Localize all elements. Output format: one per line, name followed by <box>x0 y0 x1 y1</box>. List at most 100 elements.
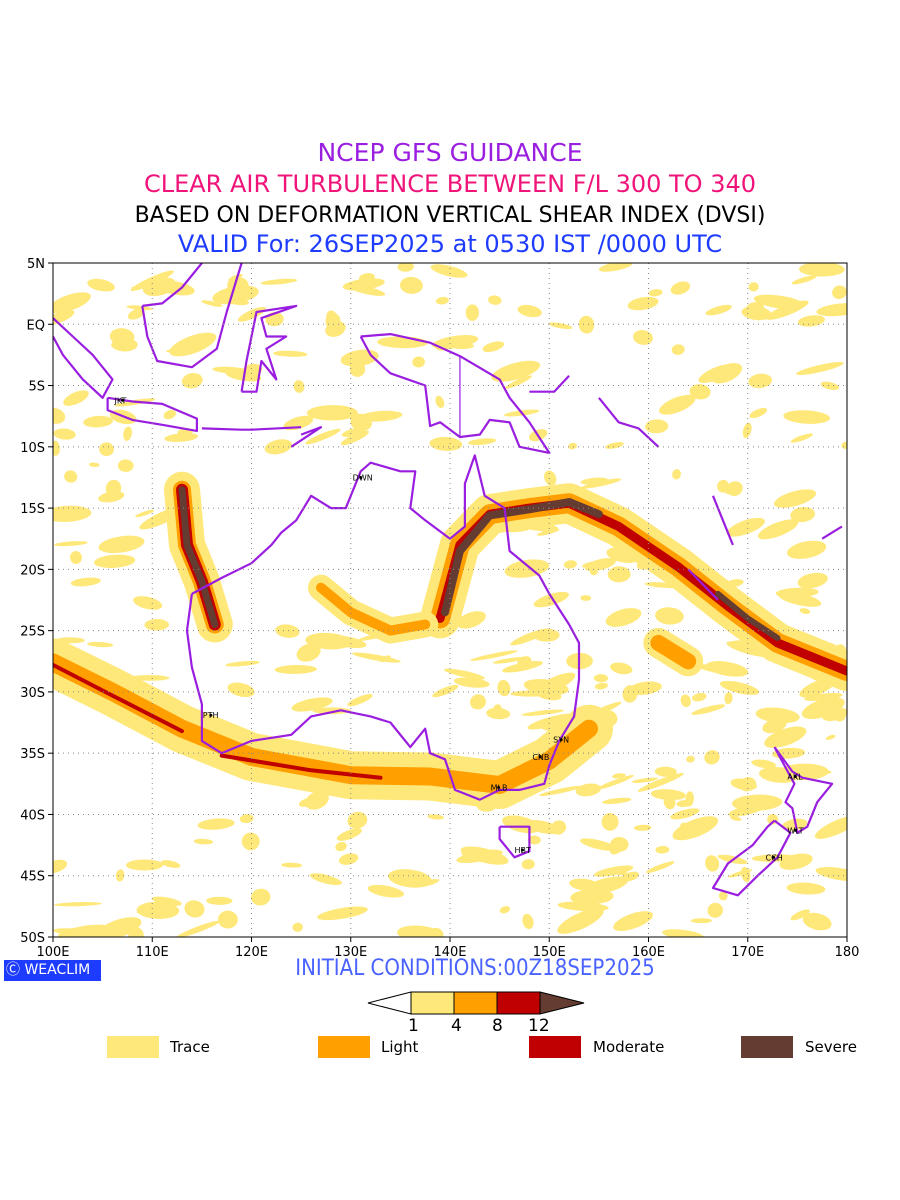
trace-area <box>193 838 214 845</box>
lat-tick-label: 40S <box>20 808 45 823</box>
trace-area <box>87 641 114 648</box>
trace-area <box>527 835 541 845</box>
coastline-fiji <box>821 525 843 540</box>
trace-area <box>305 428 341 445</box>
trace-area <box>53 859 68 874</box>
trace-area <box>428 927 444 937</box>
trace-area <box>742 422 752 439</box>
trace-area <box>335 841 347 852</box>
trace-area <box>790 433 813 443</box>
trace-area <box>655 607 684 625</box>
lat-tick-label: 25S <box>20 625 45 640</box>
trace-area <box>535 689 562 701</box>
trace-area <box>57 924 109 937</box>
lat-tick-label: 20S <box>20 563 45 578</box>
lon-tick-label: 180 <box>835 945 860 960</box>
trace-area <box>533 591 569 608</box>
trace-area <box>305 790 329 810</box>
trace-area <box>645 861 675 874</box>
coastline-sulawesi <box>240 304 298 393</box>
city-label-dwn: DWN <box>353 473 373 482</box>
southern-jet-west-moderate <box>53 662 184 734</box>
title-cat: CLEAR AIR TURBULENCE BETWEEN F/L 300 TO … <box>143 170 757 198</box>
trace-area <box>387 869 432 888</box>
lat-tick-label: 5S <box>28 380 45 395</box>
trace-area <box>273 350 308 357</box>
city-label-hbt: HBT <box>514 846 531 855</box>
trace-area <box>786 882 826 895</box>
trace-area <box>698 364 734 384</box>
trace-area <box>695 664 745 677</box>
trace-area <box>707 902 723 918</box>
trace-area <box>631 777 659 783</box>
city-label-cch: CCH <box>766 853 783 862</box>
trace-area <box>569 878 600 891</box>
trace-area <box>64 470 78 483</box>
trace-area <box>151 896 182 906</box>
title-valid-time: VALID For: 26SEP2025 at 0530 IST /0000 U… <box>177 230 723 258</box>
trace-area <box>798 263 845 277</box>
legend-label-moderate: Moderate <box>593 1038 665 1056</box>
trace-area <box>593 674 609 683</box>
trace-area <box>778 591 822 607</box>
trace-area <box>306 405 358 421</box>
trace-area <box>832 285 847 300</box>
trace-area <box>349 361 366 377</box>
trace-area <box>689 384 711 400</box>
trace-area <box>783 410 831 424</box>
city-marker <box>538 755 542 759</box>
trace-area <box>580 478 622 489</box>
legend-swatch-moderate <box>529 1036 581 1058</box>
trace-area <box>456 611 486 629</box>
trace-area <box>757 296 769 304</box>
trace-area <box>505 375 533 389</box>
trace-area <box>691 704 726 715</box>
legend-label-trace: Trace <box>170 1038 210 1056</box>
trace-area <box>815 867 847 882</box>
trace-area <box>609 870 629 876</box>
trace-area <box>274 665 317 674</box>
coastline-nz-north <box>773 746 834 834</box>
trace-area <box>607 566 631 583</box>
trace-area <box>671 344 685 355</box>
legend-swatch-light <box>318 1036 370 1058</box>
trace-area <box>206 896 233 905</box>
trace-area <box>802 912 832 931</box>
trace-area <box>601 812 619 831</box>
trace-area <box>521 859 535 870</box>
trace-area <box>748 373 773 389</box>
trace-area <box>184 900 205 918</box>
main-jet-severe-severe <box>441 498 603 617</box>
central-band-light <box>316 582 431 636</box>
trace-area <box>584 558 616 572</box>
trace-area <box>225 660 260 667</box>
trace-area <box>605 442 624 449</box>
trace-area <box>296 643 321 662</box>
trace-area <box>670 808 700 820</box>
trace-area <box>435 395 445 408</box>
trace-area <box>797 572 828 589</box>
trace-area <box>429 436 463 451</box>
trace-area <box>557 908 604 934</box>
trace-area <box>580 595 592 601</box>
trace-area <box>397 263 414 272</box>
city-marker <box>793 774 797 778</box>
colorbar-label-4: 4 <box>451 1016 462 1036</box>
trace-area <box>291 697 333 712</box>
lon-tick-label: 150E <box>533 945 566 960</box>
city-marker <box>772 855 776 859</box>
lat-tick-label: 50S <box>20 931 45 946</box>
lon-tick-label: 160E <box>632 945 665 960</box>
trace-area <box>493 704 502 713</box>
coastline-new-guinea <box>359 333 551 454</box>
colorbar-above-12 <box>539 991 585 1015</box>
city-label-mlb: MLB <box>491 783 508 792</box>
trace-area <box>672 469 681 480</box>
trace-area <box>544 470 557 486</box>
lat-tick-label: 45S <box>20 870 45 885</box>
trace-area <box>53 505 92 523</box>
city-marker <box>520 848 524 852</box>
trace-area <box>176 920 221 937</box>
colorbar-label-12: 12 <box>528 1016 550 1036</box>
